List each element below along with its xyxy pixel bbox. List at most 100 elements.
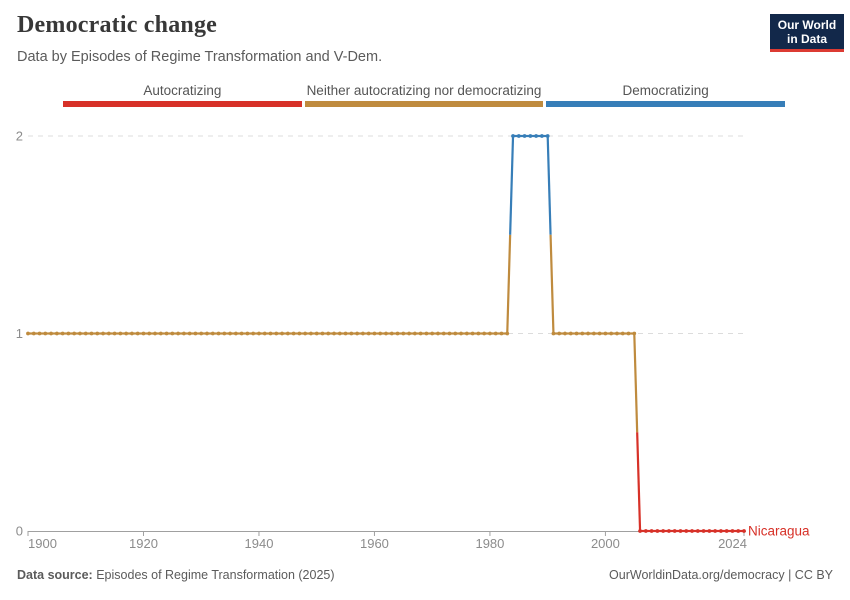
data-point-2005 (632, 331, 637, 336)
data-point-1922 (153, 331, 157, 336)
data-point-2011 (667, 529, 671, 533)
data-point-2015 (690, 529, 694, 533)
legend-item-autocratizing: Autocratizing (63, 83, 302, 107)
x-tick-label-1960: 1960 (360, 536, 389, 551)
owid-logo-line1: Our World (777, 18, 837, 32)
data-point-2023 (736, 529, 741, 533)
data-point-1985 (516, 134, 521, 138)
data-point-1906 (60, 331, 65, 336)
footer-source: Data source: Episodes of Regime Transfor… (17, 568, 335, 582)
data-point-2010 (661, 529, 666, 533)
legend-color-bar (546, 101, 786, 107)
site-link[interactable]: OurWorldinData.org/democracy (609, 568, 785, 582)
series-segment-transition (546, 135, 552, 235)
data-point-1920 (141, 331, 146, 336)
data-point-1994 (568, 331, 573, 336)
data-point-1988 (534, 134, 539, 138)
data-point-1972 (441, 331, 446, 336)
data-point-1948 (303, 331, 308, 336)
data-point-1934 (222, 331, 227, 336)
data-point-1914 (106, 331, 111, 336)
entity-label[interactable]: Nicaragua (748, 524, 810, 539)
data-point-1951 (320, 331, 325, 336)
data-point-1954 (337, 331, 342, 336)
series-segment-transition (509, 135, 515, 235)
data-point-1993 (563, 331, 567, 336)
data-point-1968 (418, 331, 423, 336)
data-point-2008 (649, 529, 654, 533)
legend-label: Neither autocratizing nor democratizing (306, 83, 542, 98)
data-source-label: Data source: (17, 568, 93, 582)
owid-logo[interactable]: Our World in Data (770, 14, 844, 52)
data-point-2020 (719, 529, 723, 533)
data-point-1975 (459, 331, 463, 336)
legend-label: Democratizing (622, 83, 709, 98)
data-point-1990 (545, 134, 550, 138)
data-point-1977 (470, 331, 475, 336)
data-point-1900 (26, 331, 30, 336)
data-point-2009 (655, 529, 660, 533)
data-point-1910 (83, 331, 88, 336)
data-point-1925 (170, 331, 175, 336)
x-tick-label-2000: 2000 (591, 536, 620, 551)
data-point-1955 (343, 331, 348, 336)
legend-color-bar (63, 101, 302, 107)
legend-item-democratizing: Democratizing (546, 83, 786, 107)
data-point-2002 (615, 331, 619, 336)
data-point-2001 (609, 331, 614, 336)
data-point-1997 (586, 331, 590, 336)
data-point-1970 (430, 331, 435, 336)
data-point-1927 (182, 331, 186, 336)
data-source-link[interactable]: Episodes of Regime Transformation (2025) (96, 568, 335, 582)
data-point-1956 (349, 331, 354, 336)
data-point-1926 (176, 331, 181, 336)
data-point-2013 (678, 529, 683, 533)
data-point-2024 (742, 529, 746, 533)
data-point-1986 (522, 134, 527, 138)
x-tick-label-1940: 1940 (245, 536, 274, 551)
x-tick-label-2024: 2024 (718, 536, 747, 551)
data-point-1902 (37, 331, 42, 336)
data-point-1964 (395, 331, 400, 336)
data-point-1909 (78, 331, 82, 336)
data-point-1995 (574, 331, 579, 336)
data-point-1998 (591, 331, 596, 336)
y-tick-label-0: 0 (16, 524, 23, 539)
legend-item-neither-autocratizing-nor-democratizing: Neither autocratizing nor democratizing (304, 83, 544, 107)
x-tick-label-1980: 1980 (475, 536, 504, 551)
page-title: Democratic change (17, 12, 217, 38)
data-point-1943 (274, 331, 279, 336)
data-point-1915 (112, 331, 117, 336)
footer: Data source: Episodes of Regime Transfor… (17, 568, 833, 582)
data-point-2003 (620, 331, 625, 336)
data-point-2021 (724, 529, 729, 533)
data-point-2007 (643, 529, 648, 533)
data-point-1942 (268, 331, 273, 336)
license-link[interactable]: CC BY (794, 568, 833, 582)
data-point-1905 (54, 331, 59, 336)
series-segment-transition (636, 432, 642, 532)
data-point-1966 (407, 331, 411, 336)
data-point-1963 (389, 331, 394, 336)
data-point-1962 (384, 331, 388, 336)
data-point-1969 (424, 331, 429, 336)
data-point-1992 (557, 331, 562, 336)
data-point-2017 (701, 529, 706, 533)
data-point-1912 (95, 331, 100, 336)
series-segment-transition (549, 234, 555, 334)
data-point-1931 (205, 331, 209, 336)
data-point-1933 (216, 331, 221, 336)
data-point-1921 (147, 331, 152, 336)
data-point-1952 (326, 331, 331, 336)
data-point-1974 (453, 331, 458, 336)
data-point-1907 (66, 331, 71, 336)
owid-logo-line2: in Data (786, 32, 827, 46)
data-point-1916 (118, 331, 123, 336)
category-legend: Autocratizing Neither autocratizing nor d… (63, 83, 786, 107)
data-point-1929 (193, 331, 198, 336)
data-point-1917 (124, 331, 129, 336)
data-point-1904 (49, 331, 53, 336)
data-point-1901 (31, 331, 36, 336)
data-point-1984 (511, 134, 515, 138)
